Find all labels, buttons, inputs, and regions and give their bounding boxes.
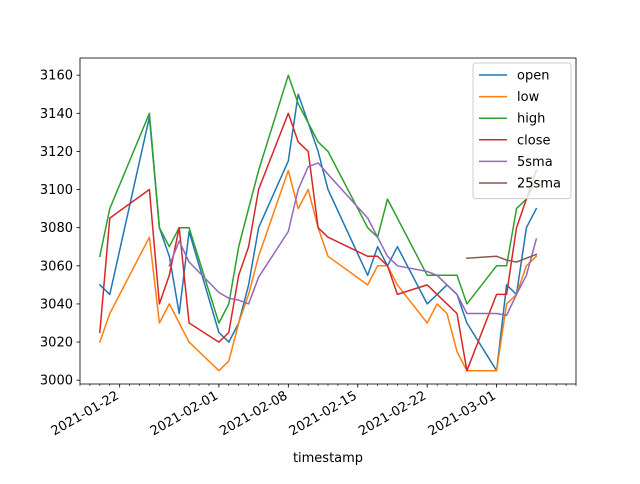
- x-axis-label: timestamp: [293, 451, 363, 466]
- legend-label-5sma: 5sma: [517, 155, 553, 170]
- y-tick-label: 3040: [40, 297, 73, 312]
- y-tick-label: 3100: [40, 183, 73, 198]
- y-tick-label: 3140: [40, 107, 73, 122]
- y-tick-label: 3020: [40, 336, 73, 351]
- series-line-open: [98, 93, 538, 372]
- series-line-25sma: [466, 253, 538, 263]
- series-line-5sma: [168, 162, 538, 317]
- legend-label-close: close: [517, 133, 550, 148]
- series-line-close: [98, 112, 538, 372]
- y-tick-label: 3000: [40, 374, 73, 389]
- legend-label-open: open: [517, 69, 549, 84]
- y-tick-label: 3060: [40, 259, 73, 274]
- y-tick-label: 3080: [40, 221, 73, 236]
- y-tick-label: 3120: [40, 145, 73, 160]
- legend-label-25sma: 25sma: [517, 177, 561, 192]
- series-lines: [98, 74, 538, 372]
- legend: open low high close 5sma 25sma: [472, 62, 572, 200]
- y-axis: 3000 3020 3040 3060 3080 3100 3120 3140 3160: [40, 69, 80, 389]
- legend-label-low: low: [517, 90, 540, 105]
- legend-label-high: high: [517, 112, 545, 127]
- y-tick-label: 3160: [40, 69, 73, 84]
